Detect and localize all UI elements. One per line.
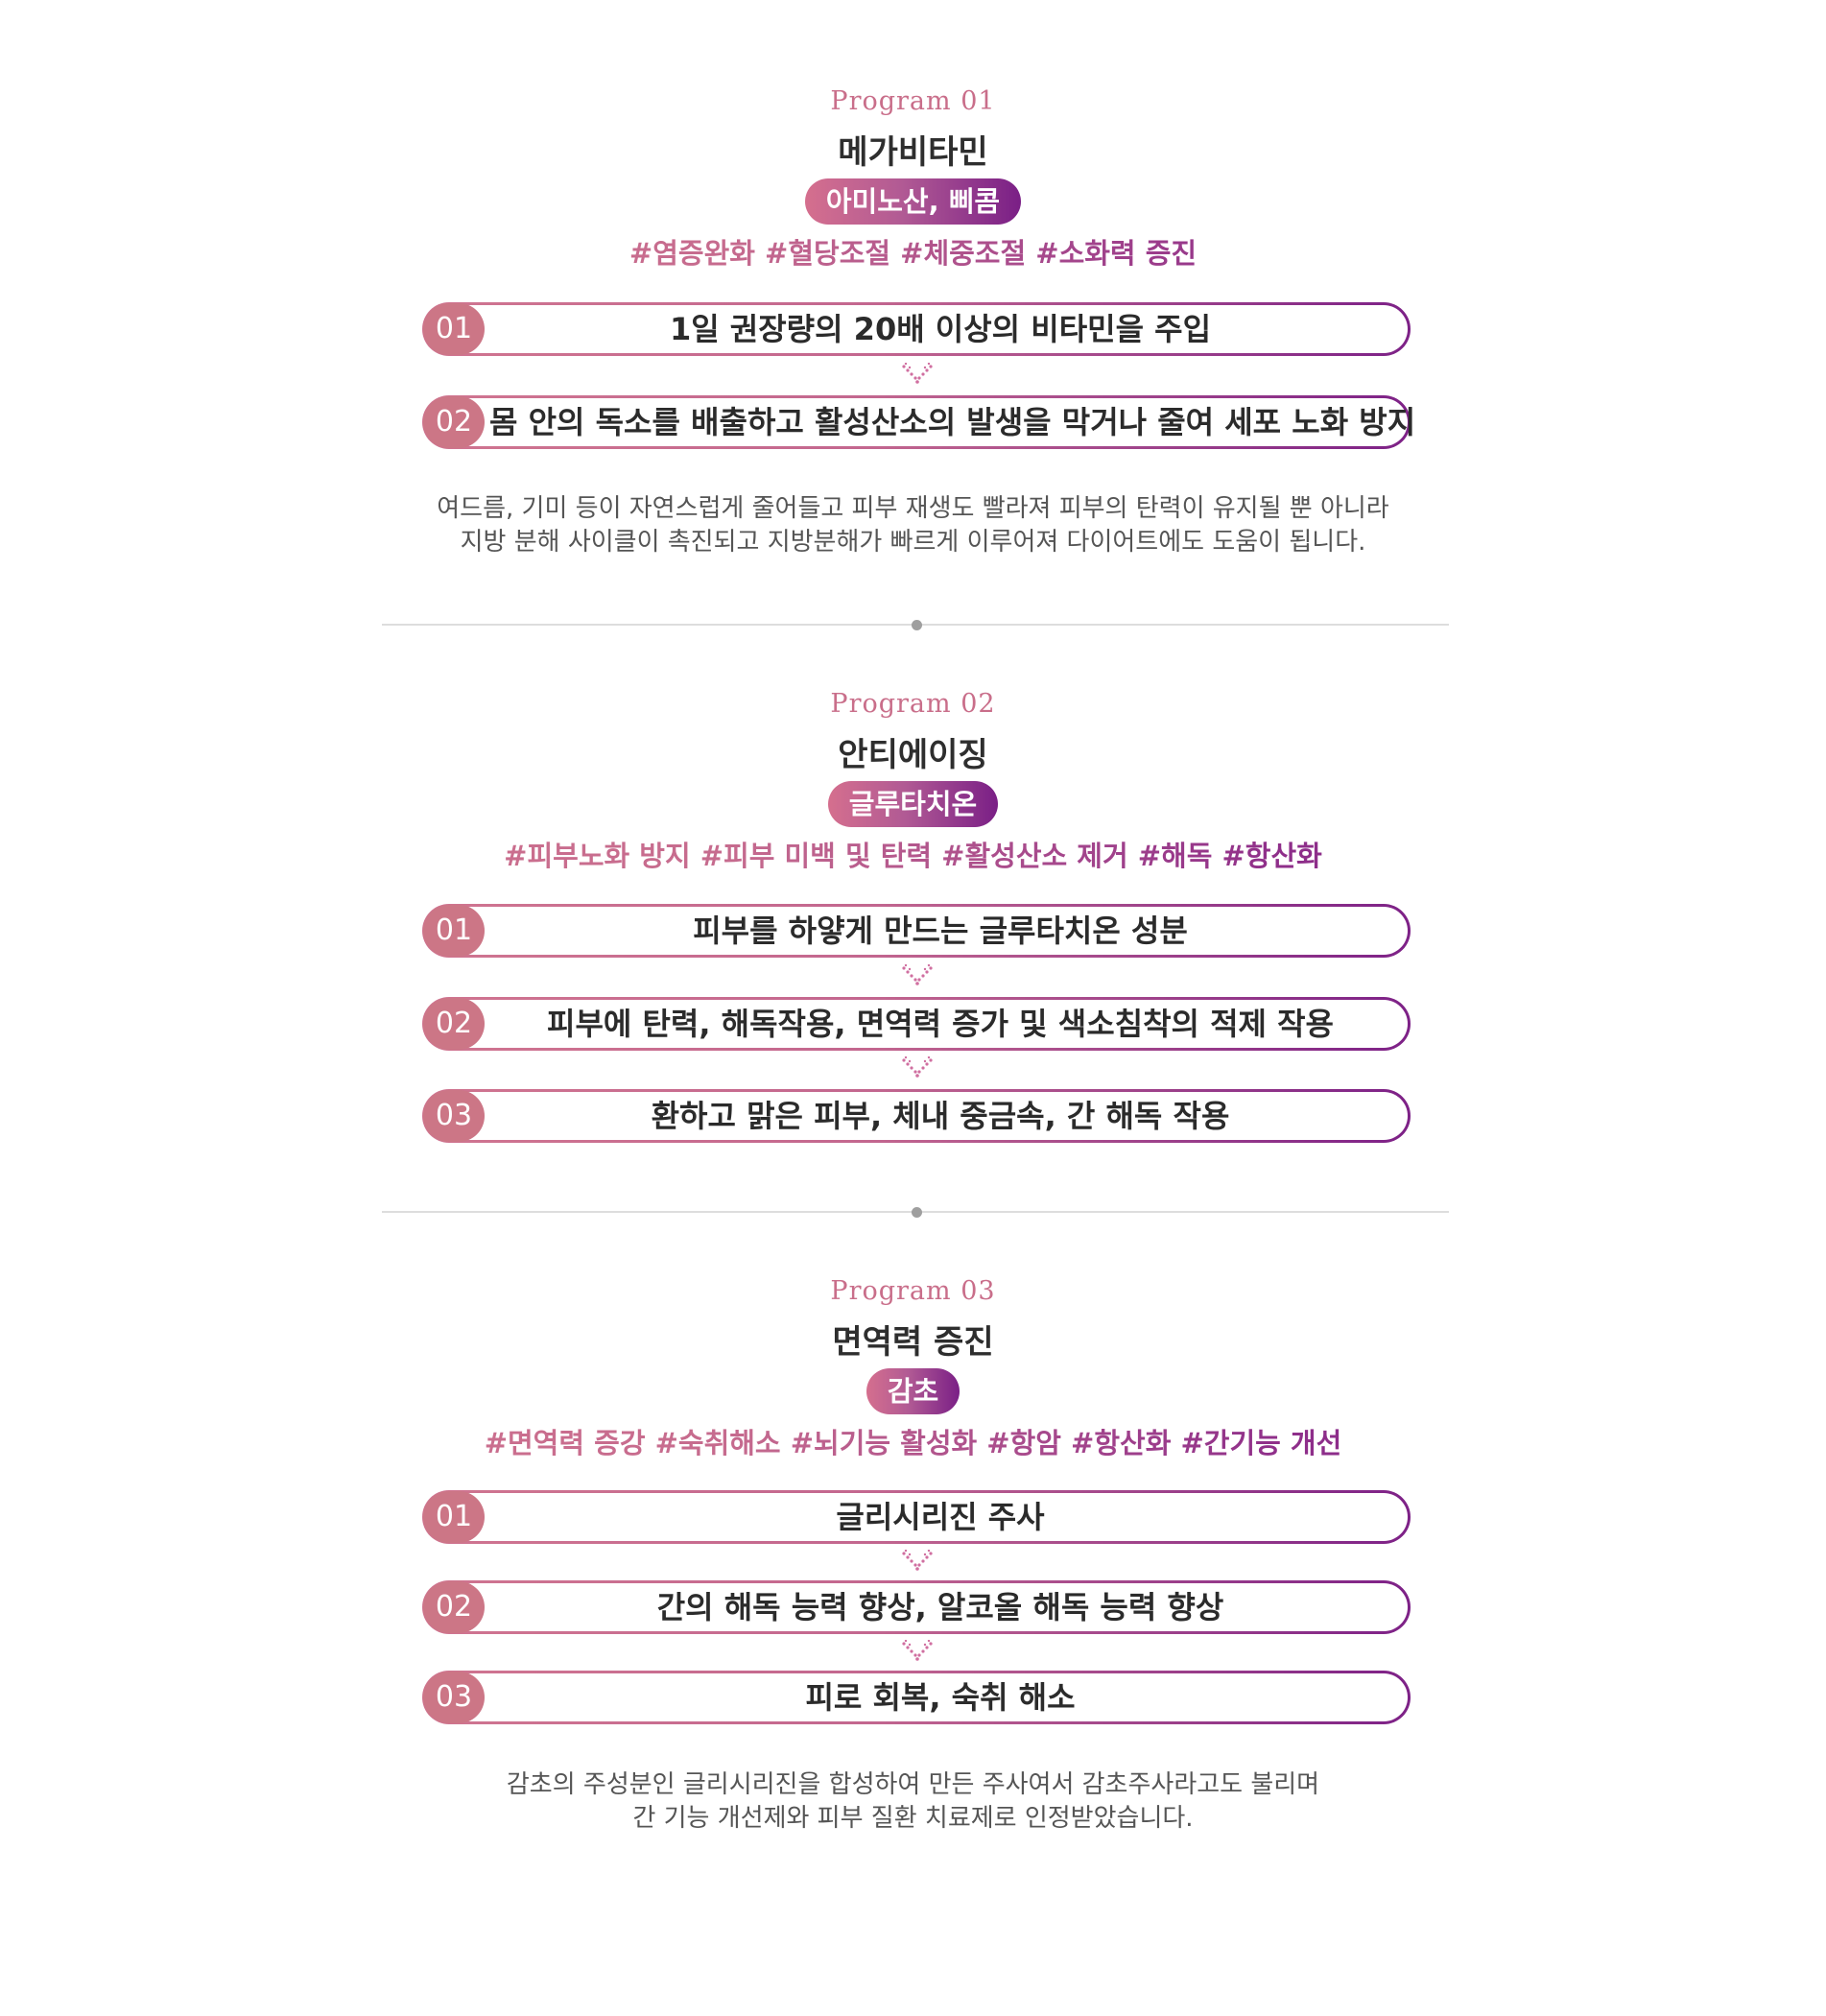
- step-bar: [422, 395, 1411, 449]
- step-text: 몸 안의 독소를 배출하고 활성산소의 발생을 막거나 줄여 세포 노화 방지: [489, 404, 1416, 440]
- chevron-down-dots-icon: [902, 964, 933, 985]
- hashtag-line: #염증완화 #혈당조절 #체중조절 #소화력 증진: [0, 235, 1826, 272]
- step-text: 피부에 탄력, 해독작용, 면역력 증가 및 색소침착의 적제 작용: [547, 1006, 1334, 1042]
- step-row: 03 피로 회복, 숙취 해소: [422, 1671, 1411, 1724]
- program-title: 메가비타민: [838, 133, 988, 172]
- step-number: 01: [423, 303, 485, 355]
- ingredient-badge: 글루타치온: [827, 781, 999, 827]
- description-line: 감초의 주성분인 글리시리진을 합성하여 만든 주사여서 감초주사라고도 불리며: [506, 1770, 1320, 1799]
- step-bar: [422, 1671, 1411, 1724]
- step-row: 01 피부를 하얗게 만드는 글루타치온 성분: [422, 904, 1411, 958]
- step-row: 02 간의 해독 능력 향상, 알코올 해독 능력 향상: [422, 1580, 1411, 1634]
- step-row: 02 피부에 탄력, 해독작용, 면역력 증가 및 색소침착의 적제 작용: [422, 997, 1411, 1051]
- chevron-down-dots-icon: [902, 363, 933, 384]
- description-line: 여드름, 기미 등이 자연스럽게 줄어들고 피부 재생도 빨라져 피부의 탄력이…: [437, 494, 1389, 523]
- step-text: 1일 권장량의 20배 이상의 비타민을 주입: [669, 311, 1212, 347]
- step-row: 01 글리시리진 주사: [422, 1490, 1411, 1544]
- step-text: 피부를 하얗게 만드는 글루타치온 성분: [693, 913, 1188, 949]
- program-title: 면역력 증진: [832, 1323, 994, 1362]
- ingredient-badge: 아미노산, 삐콤: [804, 178, 1022, 225]
- step-number: 02: [423, 1581, 485, 1633]
- step-text: 피로 회복, 숙취 해소: [805, 1679, 1076, 1716]
- step-bar: [422, 302, 1411, 356]
- program-label: Program 03: [830, 1276, 996, 1306]
- hashtag-line: #면역력 증강 #숙취해소 #뇌기능 활성화 #항암 #항산화 #간기능 개선: [0, 1425, 1826, 1461]
- step-number: 02: [423, 998, 485, 1050]
- chevron-down-dots-icon: [902, 1640, 933, 1661]
- hashtag-line: #피부노화 방지 #피부 미백 및 탄력 #활성산소 제거 #해독 #항산화: [0, 838, 1826, 874]
- chevron-down-dots-icon: [902, 1056, 933, 1078]
- step-text: 환하고 맑은 피부, 체내 중금속, 간 해독 작용: [651, 1098, 1230, 1134]
- step-bar: [422, 1490, 1411, 1544]
- step-bar: [422, 1580, 1411, 1634]
- program-title: 안티에이징: [838, 736, 988, 774]
- ingredient-badge: 감초: [866, 1368, 960, 1414]
- step-number: 02: [423, 396, 485, 448]
- step-bar: [422, 904, 1411, 958]
- step-text: 글리시리진 주사: [836, 1499, 1045, 1535]
- description-line: 지방 분해 사이클이 촉진되고 지방분해가 빠르게 이루어져 다이어트에도 도움…: [460, 528, 1366, 557]
- step-row: 02 몸 안의 독소를 배출하고 활성산소의 발생을 막거나 줄여 세포 노화 …: [422, 395, 1416, 449]
- step-text: 간의 해독 능력 향상, 알코올 해독 능력 향상: [656, 1589, 1224, 1625]
- step-number: 03: [423, 1672, 485, 1723]
- step-number: 03: [423, 1090, 485, 1142]
- step-bar: [422, 1089, 1411, 1143]
- step-row: 01 1일 권장량의 20배 이상의 비타민을 주입: [422, 302, 1411, 356]
- dot-icon: [912, 1207, 922, 1218]
- chevron-down-dots-icon: [902, 1550, 933, 1571]
- description-line: 간 기능 개선제와 피부 질환 치료제로 인정받았습니다.: [632, 1804, 1194, 1833]
- step-number: 01: [423, 905, 485, 957]
- program-label: Program 01: [830, 86, 996, 116]
- step-row: 03 환하고 맑은 피부, 체내 중금속, 간 해독 작용: [422, 1089, 1411, 1143]
- step-bar: [422, 997, 1411, 1051]
- program-label: Program 02: [830, 689, 996, 719]
- dot-icon: [912, 620, 922, 630]
- step-number: 01: [423, 1491, 485, 1543]
